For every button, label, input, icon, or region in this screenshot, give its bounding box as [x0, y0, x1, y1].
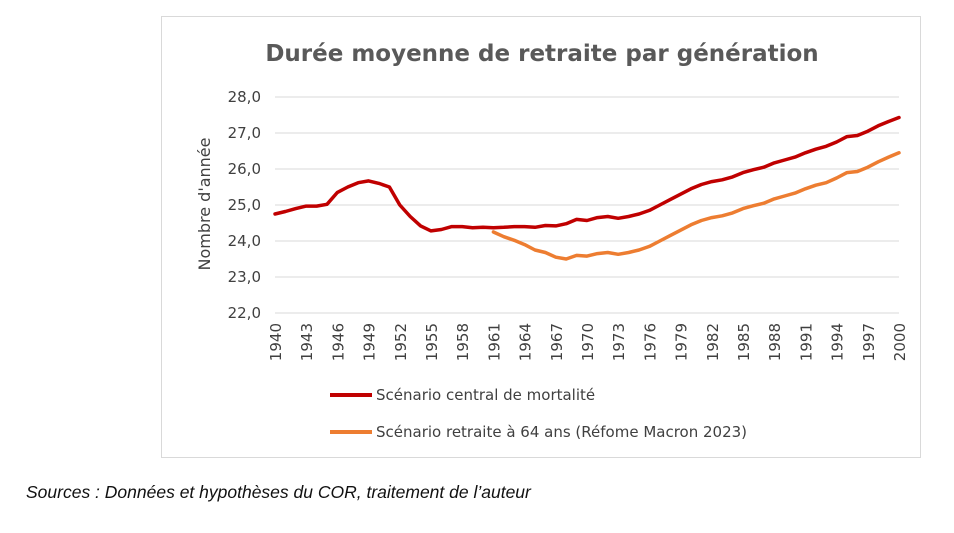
x-tick-label: 1940	[267, 323, 285, 361]
x-tick-label: 1961	[485, 323, 503, 361]
chart-title: Durée moyenne de retraite par génération	[265, 41, 818, 67]
y-tick-label: 26,0	[228, 160, 261, 178]
x-tick-label: 1973	[610, 323, 628, 361]
series-line-central	[273, 115, 901, 233]
y-tick-label: 23,0	[228, 268, 261, 286]
x-tick-label: 1982	[704, 323, 722, 361]
gridlines	[275, 96, 899, 314]
x-tick-label: 1979	[673, 323, 691, 361]
x-tick-label: 1946	[329, 323, 347, 361]
series-lines	[273, 115, 901, 261]
x-tick-label: 1994	[829, 323, 847, 361]
x-tick-label: 1964	[517, 323, 535, 361]
x-tick-label: 1997	[860, 323, 878, 361]
x-tick-label: 1967	[548, 323, 566, 361]
y-axis-label: Nombre d'année	[195, 138, 214, 271]
y-axis-ticks: 22,0 23,0 24,0 25,0 26,0 27,0 28,0	[228, 88, 261, 322]
y-tick-label: 27,0	[228, 124, 261, 142]
source-note: Sources : Données et hypothèses du COR, …	[26, 482, 531, 502]
legend-label: Scénario retraite à 64 ans (Réfome Macro…	[376, 423, 747, 441]
x-tick-label: 2000	[891, 323, 909, 361]
line-chart: Durée moyenne de retraite par génération…	[195, 41, 909, 441]
x-tick-label: 1955	[423, 323, 441, 361]
x-tick-label: 1943	[298, 323, 316, 361]
x-tick-label: 1991	[797, 323, 815, 361]
series-line-64-ans	[491, 151, 901, 261]
y-tick-label: 24,0	[228, 232, 261, 250]
y-tick-label: 28,0	[228, 88, 261, 106]
y-tick-label: 22,0	[228, 304, 261, 322]
y-tick-label: 25,0	[228, 196, 261, 214]
x-tick-label: 1988	[766, 323, 784, 361]
x-tick-label: 1958	[454, 323, 472, 361]
x-tick-label: 1952	[392, 323, 410, 361]
x-tick-label: 1970	[579, 323, 597, 361]
x-tick-label: 1985	[735, 323, 753, 361]
chart-frame: Durée moyenne de retraite par génération…	[161, 16, 921, 458]
x-tick-label: 1976	[641, 323, 659, 361]
legend: Scénario central de mortalité Scénario re…	[330, 386, 747, 441]
x-tick-label: 1949	[361, 323, 379, 361]
x-axis-ticks: 1940 1943 1946 1949 1952 1955 1958 1961 1964 1967…	[267, 323, 909, 361]
legend-label: Scénario central de mortalité	[376, 386, 595, 404]
